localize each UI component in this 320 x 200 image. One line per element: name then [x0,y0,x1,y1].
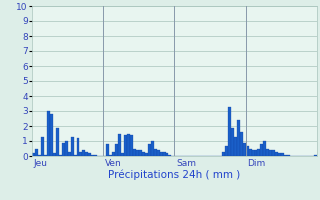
Bar [139,150,142,156]
Bar [74,154,76,156]
Bar [38,154,41,156]
Bar [62,142,65,156]
Bar [240,132,243,156]
Bar [163,152,165,156]
Bar [53,153,56,156]
Bar [118,134,121,156]
Bar [258,148,260,156]
Bar [85,152,88,156]
Bar [47,111,50,156]
Bar [68,152,71,156]
Bar [243,142,246,156]
Bar [254,150,258,156]
Bar [83,150,85,156]
Bar [284,154,287,156]
Bar [252,150,254,156]
Bar [136,150,139,156]
Bar [142,152,145,156]
Bar [222,152,225,156]
Bar [41,137,44,156]
Bar [269,150,272,156]
Bar [35,148,38,156]
Bar [127,134,130,156]
Bar [228,106,231,156]
Bar [156,150,160,156]
Bar [94,154,97,156]
Bar [278,153,281,156]
Bar [275,152,278,156]
Bar [106,144,109,156]
Bar [115,144,118,156]
Bar [168,154,172,156]
Bar [148,144,151,156]
Bar [56,128,59,156]
Bar [145,153,148,156]
Bar [263,141,266,156]
Bar [249,148,252,156]
Bar [65,141,68,156]
Bar [266,148,269,156]
X-axis label: Précipitations 24h ( mm ): Précipitations 24h ( mm ) [108,169,241,180]
Bar [225,146,228,156]
Bar [133,148,136,156]
Bar [121,153,124,156]
Bar [165,153,168,156]
Bar [246,146,249,156]
Bar [112,152,115,156]
Bar [154,148,156,156]
Bar [160,152,163,156]
Bar [281,153,284,156]
Bar [88,153,91,156]
Bar [109,154,112,156]
Bar [50,114,53,156]
Bar [260,144,263,156]
Bar [76,138,79,156]
Bar [91,154,94,156]
Bar [237,120,240,156]
Bar [231,128,234,156]
Bar [314,154,317,156]
Bar [287,154,290,156]
Bar [234,137,237,156]
Bar [71,137,74,156]
Bar [32,153,35,156]
Bar [124,135,127,156]
Bar [44,154,47,156]
Bar [59,154,62,156]
Bar [79,152,83,156]
Bar [272,150,275,156]
Bar [151,141,154,156]
Bar [130,135,133,156]
